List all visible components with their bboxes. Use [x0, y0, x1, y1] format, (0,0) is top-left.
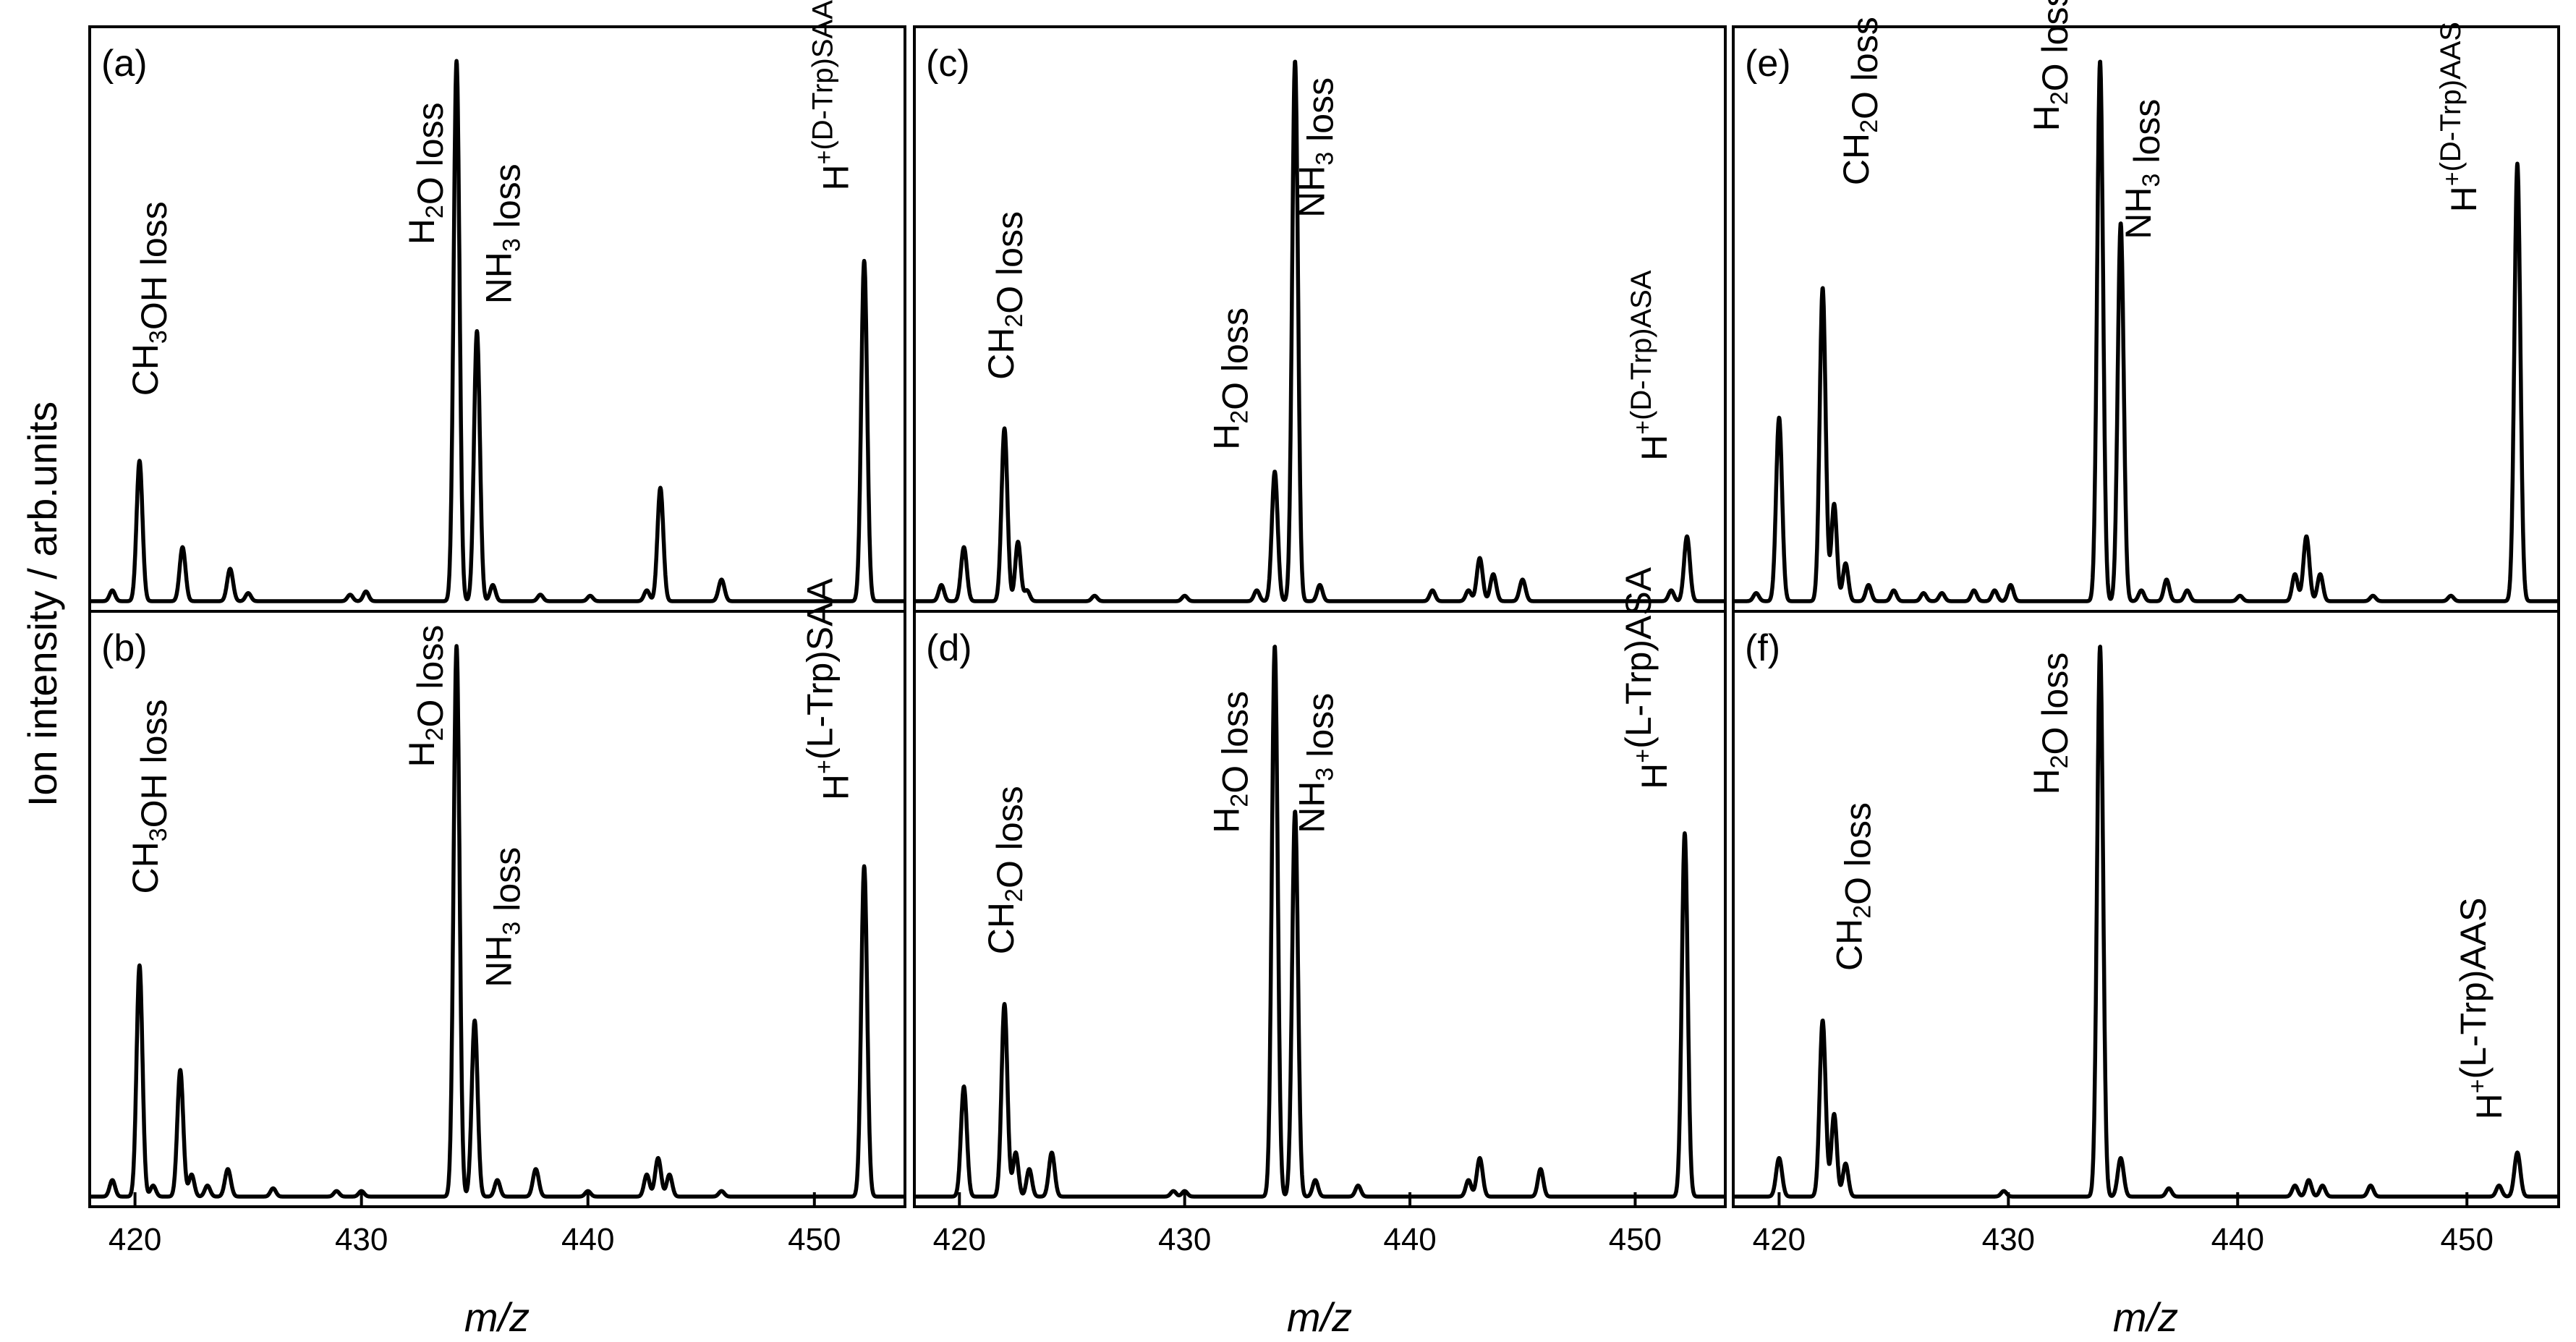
peak-annotation: CH2O loss — [1836, 17, 1885, 185]
x-axis-title-col1: m/z — [464, 1294, 530, 1340]
x-tick-label: 420 — [109, 1222, 161, 1257]
peak-annotation: CH2O loss — [981, 211, 1030, 380]
panel-d: (d) 420 430 440 450 CH2O loss H2O loss NH3 loss… — [912, 566, 1727, 1257]
peak-annotation: NH3 loss — [1292, 693, 1341, 833]
x-axis-title-col2: m/z — [1287, 1294, 1352, 1340]
panel-a: (a) CH3OH loss H2O loss NH3 loss H+(D-Trp)SA… — [88, 0, 907, 613]
spectrum-line — [1731, 645, 2561, 1199]
spectrum-line — [1731, 59, 2561, 603]
panel-frame — [88, 25, 906, 613]
panel-label: (e) — [1745, 43, 1791, 85]
x-tick-label: 420 — [1753, 1222, 1806, 1257]
peak-annotation: CH3OH loss — [125, 700, 174, 894]
spectra-panels: (a) CH3OH loss H2O loss NH3 loss H+(D-Trp)SA… — [88, 0, 2561, 1257]
peak-annotation: NH3 loss — [478, 163, 527, 304]
x-tick-label: 430 — [1158, 1222, 1211, 1257]
panel-frame — [1732, 610, 2560, 1208]
panel-c: (c) CH2O loss H2O loss NH3 loss H+(D-Trp)ASA — [912, 25, 1727, 613]
peak-annotation: H+(D-Trp)SAA — [807, 0, 856, 191]
peak-annotation: H+(D-Trp)AAS — [2435, 22, 2484, 212]
panel-b: (b) 420 430 440 450 CH3OH loss H2O loss NH3 los… — [88, 578, 907, 1257]
peak-annotation: NH3 loss — [2118, 99, 2167, 239]
peak-annotation: CH3OH loss — [125, 201, 174, 396]
peak-annotation: H2O loss — [2026, 0, 2075, 131]
panel-frame — [913, 610, 1727, 1208]
peak-annotation: CH2O loss — [1829, 802, 1879, 971]
peak-annotation: H2O loss — [1206, 691, 1255, 833]
x-tick-label: 450 — [788, 1222, 841, 1257]
peak-annotation: H2O loss — [401, 625, 451, 768]
x-tick-label: 450 — [1609, 1222, 1662, 1257]
peak-annotation: H+(D-Trp)ASA — [1625, 270, 1675, 461]
x-axis-title-col3: m/z — [2113, 1294, 2178, 1340]
peak-annotation: H2O loss — [1206, 307, 1255, 450]
peak-annotation: NH3 loss — [1292, 77, 1341, 218]
spectrum-line — [88, 644, 907, 1199]
x-tick-label: 450 — [2441, 1222, 2494, 1257]
panel-label: (c) — [926, 43, 970, 85]
peak-annotation: H2O loss — [2026, 653, 2075, 795]
spectrum-line — [912, 59, 1727, 603]
panel-e: (e) CH2O loss H2O loss NH3 loss H+(D-Trp)AAS — [1731, 0, 2561, 613]
x-tick-label: 430 — [1982, 1222, 2035, 1257]
y-axis-title: Ion intensity / arb.units — [20, 402, 65, 807]
peak-annotation: H+(L-Trp)ASA — [1618, 566, 1675, 789]
peak-annotation: H2O loss — [401, 102, 451, 245]
x-tick-label: 420 — [933, 1222, 986, 1257]
panel-label: (d) — [926, 627, 972, 669]
panel-f: (f) 420 430 440 450 CH2O loss H2O loss H+(L-Trp… — [1731, 610, 2561, 1257]
panel-label: (a) — [101, 43, 148, 85]
x-tick-label: 440 — [1383, 1222, 1436, 1257]
peak-annotation: CH2O loss — [981, 786, 1030, 954]
x-tick-label: 440 — [561, 1222, 614, 1257]
peak-annotation: H+(L-Trp)AAS — [2453, 898, 2509, 1120]
spectrum-line — [88, 59, 907, 603]
peak-annotation: H+(L-Trp)SAA — [800, 578, 856, 801]
x-tick-label: 440 — [2211, 1222, 2264, 1257]
peak-annotation: NH3 loss — [478, 847, 527, 988]
x-tick-label: 430 — [335, 1222, 388, 1257]
panel-frame — [88, 610, 906, 1208]
panel-label: (f) — [1745, 627, 1780, 669]
panel-label: (b) — [101, 627, 148, 669]
spectrum-line — [912, 645, 1727, 1199]
